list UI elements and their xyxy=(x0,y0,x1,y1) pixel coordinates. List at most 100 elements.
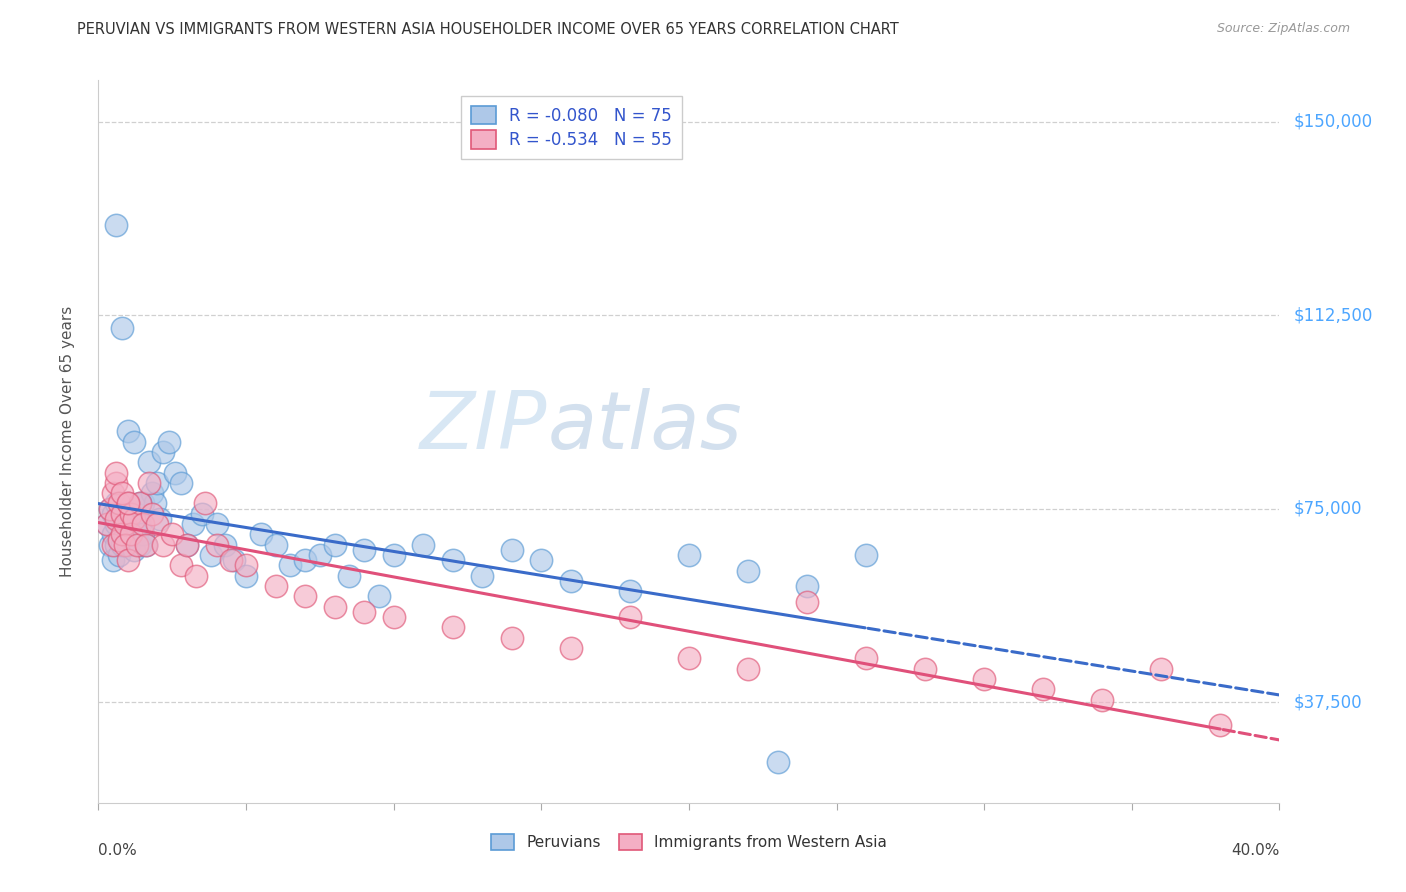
Point xyxy=(117,424,139,438)
Point xyxy=(1091,692,1114,706)
Point xyxy=(117,496,139,510)
Point xyxy=(1209,718,1232,732)
Text: Source: ZipAtlas.com: Source: ZipAtlas.com xyxy=(1216,22,1350,36)
Point xyxy=(471,568,494,582)
Point xyxy=(138,455,160,469)
Point xyxy=(98,501,121,516)
Point xyxy=(280,558,302,573)
Point xyxy=(235,568,257,582)
Point xyxy=(111,501,134,516)
Point xyxy=(105,466,128,480)
Point xyxy=(98,501,121,516)
Point xyxy=(149,512,172,526)
Text: $150,000: $150,000 xyxy=(1294,112,1372,130)
Point xyxy=(181,517,204,532)
Point xyxy=(135,538,157,552)
Point xyxy=(117,496,139,510)
Point xyxy=(103,527,125,541)
Text: 40.0%: 40.0% xyxy=(1232,843,1279,857)
Point xyxy=(146,475,169,490)
Point xyxy=(353,605,375,619)
Point xyxy=(128,496,150,510)
Point xyxy=(165,466,187,480)
Point xyxy=(796,579,818,593)
Point xyxy=(105,475,128,490)
Point xyxy=(98,538,121,552)
Point xyxy=(221,553,243,567)
Point xyxy=(855,651,877,665)
Point xyxy=(530,553,553,567)
Point xyxy=(122,434,145,449)
Point xyxy=(108,496,131,510)
Text: $75,000: $75,000 xyxy=(1294,500,1362,517)
Point xyxy=(191,507,214,521)
Point xyxy=(441,620,464,634)
Point xyxy=(96,517,118,532)
Point xyxy=(120,507,142,521)
Point xyxy=(501,542,523,557)
Point xyxy=(117,496,139,510)
Point xyxy=(737,564,759,578)
Point xyxy=(205,517,228,532)
Point xyxy=(103,507,125,521)
Text: 0.0%: 0.0% xyxy=(98,843,138,857)
Point xyxy=(132,496,155,510)
Point xyxy=(184,568,207,582)
Point xyxy=(128,496,150,510)
Point xyxy=(122,542,145,557)
Point xyxy=(111,321,134,335)
Point xyxy=(441,553,464,567)
Point xyxy=(152,445,174,459)
Point xyxy=(678,651,700,665)
Point xyxy=(737,662,759,676)
Point xyxy=(128,538,150,552)
Point xyxy=(250,527,273,541)
Point xyxy=(143,496,166,510)
Point xyxy=(382,548,405,562)
Point xyxy=(111,538,134,552)
Point xyxy=(294,553,316,567)
Point xyxy=(120,533,142,547)
Point xyxy=(105,496,128,510)
Point xyxy=(141,486,163,500)
Point xyxy=(96,517,118,532)
Point xyxy=(619,584,641,599)
Text: $37,500: $37,500 xyxy=(1294,693,1362,711)
Point xyxy=(114,527,136,541)
Point xyxy=(138,475,160,490)
Point xyxy=(117,538,139,552)
Point xyxy=(111,486,134,500)
Point xyxy=(973,672,995,686)
Point xyxy=(111,527,134,541)
Point xyxy=(914,662,936,676)
Text: PERUVIAN VS IMMIGRANTS FROM WESTERN ASIA HOUSEHOLDER INCOME OVER 65 YEARS CORREL: PERUVIAN VS IMMIGRANTS FROM WESTERN ASIA… xyxy=(77,22,898,37)
Text: $112,500: $112,500 xyxy=(1294,306,1374,324)
Point xyxy=(339,568,361,582)
Point xyxy=(170,475,193,490)
Point xyxy=(170,558,193,573)
Point xyxy=(111,507,134,521)
Point xyxy=(176,538,198,552)
Point xyxy=(128,517,150,532)
Point xyxy=(501,631,523,645)
Point xyxy=(111,522,134,536)
Point xyxy=(176,538,198,552)
Point xyxy=(264,579,287,593)
Point xyxy=(108,533,131,547)
Text: ZIP: ZIP xyxy=(420,388,547,467)
Point xyxy=(412,538,434,552)
Point xyxy=(264,538,287,552)
Point xyxy=(205,538,228,552)
Point xyxy=(560,574,582,588)
Point xyxy=(108,548,131,562)
Point xyxy=(162,527,183,541)
Y-axis label: Householder Income Over 65 years: Householder Income Over 65 years xyxy=(60,306,75,577)
Point xyxy=(125,507,148,521)
Point xyxy=(235,558,257,573)
Point xyxy=(105,512,128,526)
Point xyxy=(105,218,128,232)
Point xyxy=(368,590,391,604)
Point xyxy=(766,755,789,769)
Point xyxy=(309,548,332,562)
Point xyxy=(294,590,316,604)
